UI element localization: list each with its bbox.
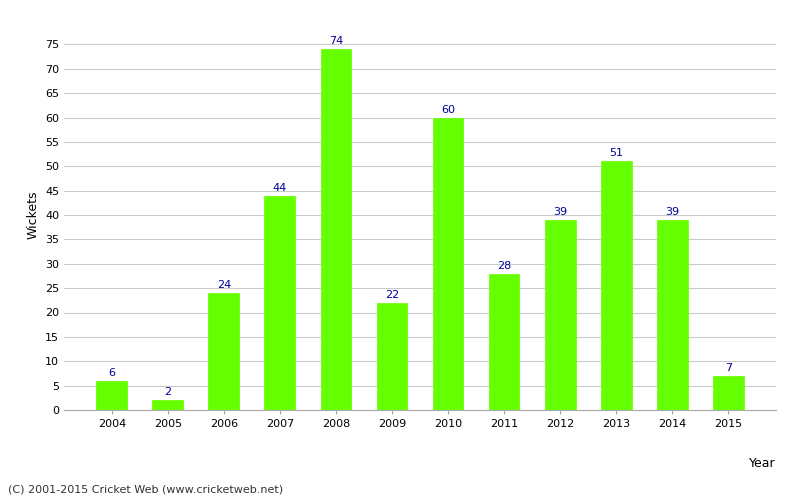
- Bar: [209, 293, 239, 410]
- Text: 24: 24: [217, 280, 231, 290]
- Y-axis label: Wickets: Wickets: [26, 190, 39, 240]
- Text: 7: 7: [725, 363, 732, 373]
- Text: 22: 22: [385, 290, 399, 300]
- Bar: [713, 376, 744, 410]
- Bar: [265, 196, 295, 410]
- Text: 44: 44: [273, 182, 287, 192]
- Bar: [377, 303, 407, 410]
- Bar: [96, 381, 127, 410]
- Bar: [433, 118, 463, 410]
- Bar: [657, 220, 687, 410]
- Bar: [601, 162, 631, 410]
- Text: 6: 6: [108, 368, 115, 378]
- Text: (C) 2001-2015 Cricket Web (www.cricketweb.net): (C) 2001-2015 Cricket Web (www.cricketwe…: [8, 485, 283, 495]
- Bar: [545, 220, 575, 410]
- Text: 39: 39: [553, 207, 567, 217]
- Bar: [489, 274, 519, 410]
- X-axis label: Year: Year: [750, 457, 776, 470]
- Text: 2: 2: [164, 388, 171, 398]
- Text: 51: 51: [609, 148, 623, 158]
- Bar: [321, 50, 351, 410]
- Text: 60: 60: [441, 104, 455, 115]
- Text: 74: 74: [329, 36, 343, 46]
- Bar: [153, 400, 183, 410]
- Text: 39: 39: [665, 207, 679, 217]
- Text: 28: 28: [497, 260, 511, 270]
